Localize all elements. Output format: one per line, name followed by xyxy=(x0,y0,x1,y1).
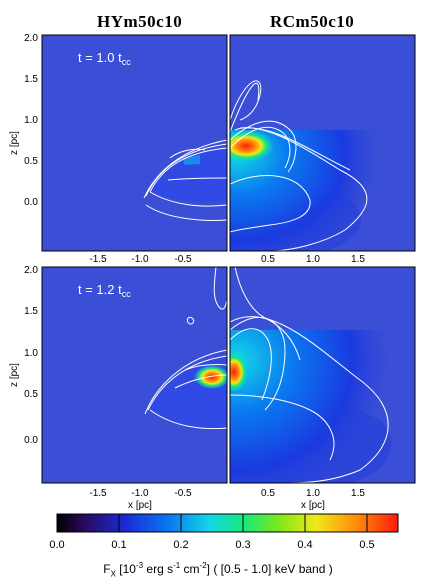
frame-bottom-right xyxy=(229,266,416,484)
colorbar-tick: 0.0 xyxy=(49,539,64,551)
colorbar-tick: 0.4 xyxy=(297,539,312,551)
x-tick: 1.0 xyxy=(306,254,320,265)
y-tick: 1.0 xyxy=(24,115,38,126)
colorbar-label: FX [10-3 erg s-1 cm-2] ( [0.5 - 1.0] keV… xyxy=(103,561,333,579)
y-tick: 1.0 xyxy=(24,348,38,359)
x-tick: 0.5 xyxy=(261,488,275,499)
x-tick: -1.0 xyxy=(131,488,149,499)
time-label-bottom: t = 1.2 tcc xyxy=(78,282,131,299)
title-left: HYm50c10 xyxy=(97,12,183,31)
y-tick: 2.0 xyxy=(24,265,38,276)
y-tick: 0.0 xyxy=(24,435,38,446)
panel-top-left xyxy=(42,35,227,251)
title-right: RCm50c10 xyxy=(270,12,355,31)
x-tick: 1.0 xyxy=(306,488,320,499)
colorbar-gradient xyxy=(56,513,399,533)
x-tick: -0.5 xyxy=(174,254,192,265)
colorbar-tick: 0.5 xyxy=(359,539,374,551)
x-tick: -1.0 xyxy=(131,254,149,265)
frame-top-right xyxy=(229,34,416,252)
y-tick: 1.5 xyxy=(24,74,38,85)
colorbar: 0.0 0.1 0.2 0.3 0.4 0.5 xyxy=(49,513,399,551)
x-axis-label-left: x [pc] xyxy=(128,500,152,511)
y-tick: 2.0 xyxy=(24,33,38,44)
y-axis-label-bottom: z [pc] xyxy=(9,363,20,387)
y-ticks-top: 2.0 1.5 1.0 0.5 0.0 xyxy=(24,33,38,208)
y-tick: 1.5 xyxy=(24,306,38,317)
y-tick: 0.5 xyxy=(24,389,38,400)
frame-top-left xyxy=(41,34,228,252)
panel-top-right xyxy=(230,35,415,251)
x-tick: -1.5 xyxy=(89,488,107,499)
x-tick: 1.5 xyxy=(351,488,365,499)
panel-bottom-right xyxy=(230,267,415,483)
colorbar-tick: 0.2 xyxy=(173,539,188,551)
y-ticks-bottom: 2.0 1.5 1.0 0.5 0.0 xyxy=(24,265,38,446)
x-tick: -1.5 xyxy=(89,254,107,265)
colorbar-tick: 0.3 xyxy=(235,539,250,551)
x-tick: 1.5 xyxy=(351,254,365,265)
x-axis-label-right: x [pc] xyxy=(301,500,325,511)
y-axis-label-top: z [pc] xyxy=(9,131,20,155)
y-tick: 0.0 xyxy=(24,197,38,208)
panel-bottom-left xyxy=(42,267,227,483)
x-tick: -0.5 xyxy=(174,488,192,499)
time-label-top: t = 1.0 tcc xyxy=(78,50,131,67)
y-tick: 0.5 xyxy=(24,156,38,167)
x-ticks-top: -1.5 -1.0 -0.5 0.5 1.0 1.5 xyxy=(89,254,365,265)
x-ticks-bottom: -1.5 -1.0 -0.5 0.5 1.0 1.5 xyxy=(89,488,365,499)
colorbar-tick: 0.1 xyxy=(111,539,126,551)
frame-bottom-left xyxy=(41,266,228,484)
x-tick: 0.5 xyxy=(261,254,275,265)
